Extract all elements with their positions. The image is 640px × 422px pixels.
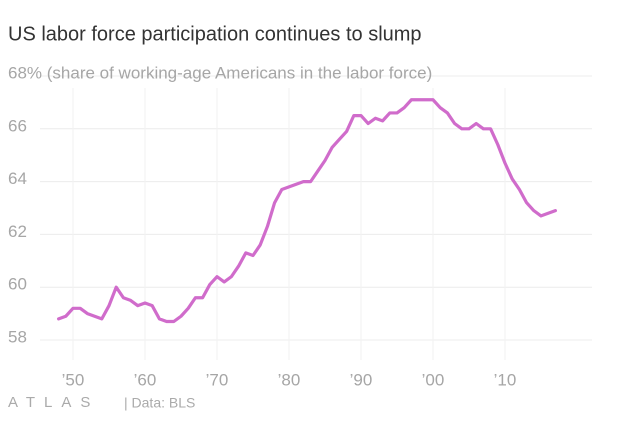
y-tick-label: 60: [8, 275, 27, 294]
x-tick-label: ’60: [134, 370, 157, 389]
x-tick-label: ’80: [278, 370, 301, 389]
y-tick-label: 66: [8, 116, 27, 135]
x-tick-label: ’50: [62, 370, 85, 389]
y-tick-label: 64: [8, 169, 27, 188]
y-tick-label: 68% (share of working-age Americans in t…: [8, 63, 432, 82]
data-line: [57, 98, 557, 324]
x-tick-label: ’90: [350, 370, 373, 389]
logo: ATLAS: [8, 394, 99, 411]
y-tick-label: 58: [8, 327, 27, 346]
source: | Data: BLS: [124, 395, 195, 411]
x-tick-label: ’70: [206, 370, 229, 389]
chart-title: US labor force participation continues t…: [8, 23, 422, 45]
y-tick-label: 62: [8, 222, 27, 241]
x-tick-label: ’00: [422, 370, 445, 389]
x-tick-label: ’10: [494, 370, 517, 389]
